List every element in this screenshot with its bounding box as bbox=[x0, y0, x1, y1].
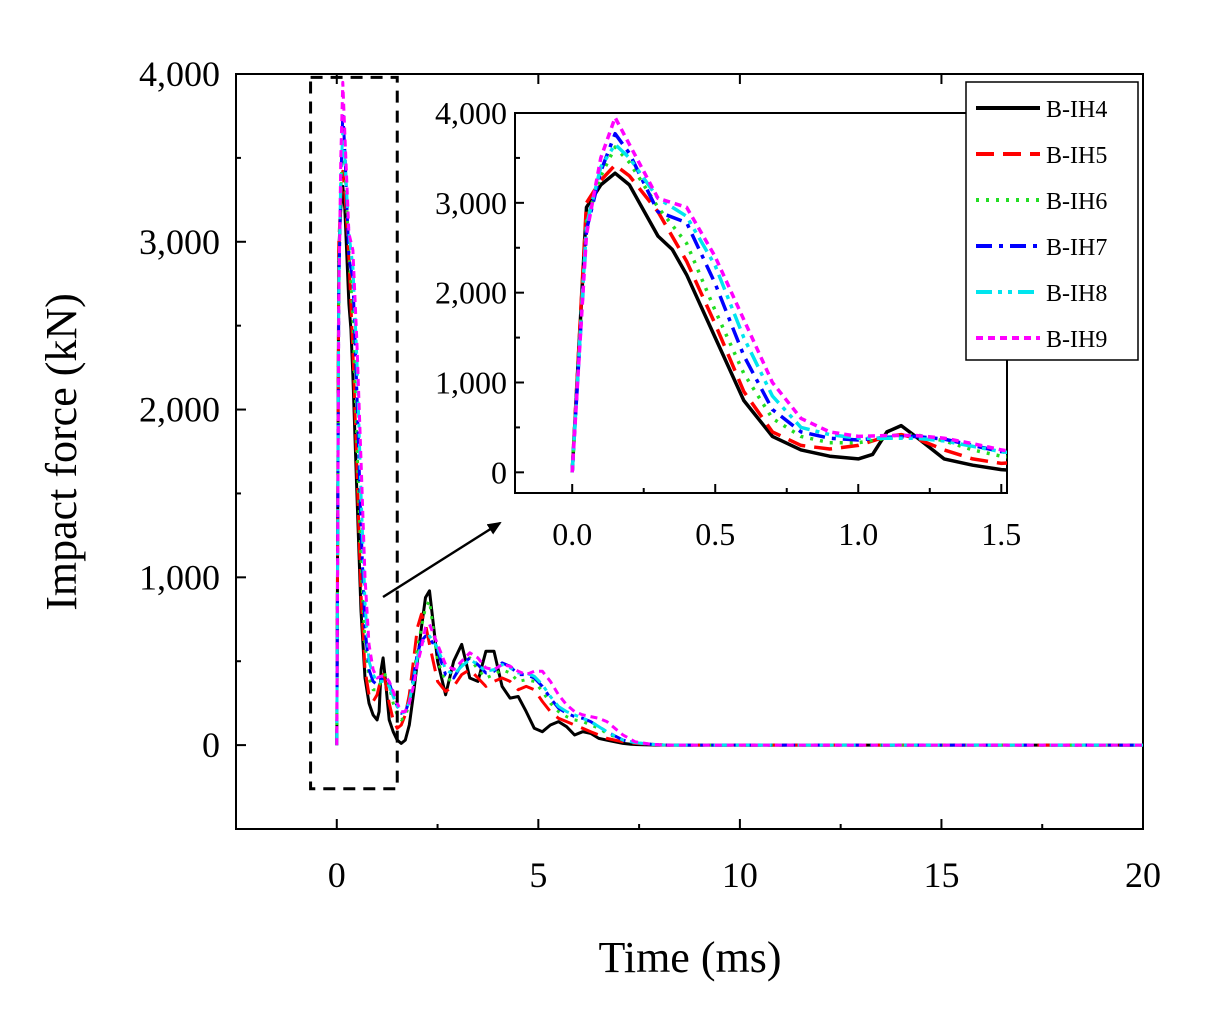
inset-y-tick-label: 2,000 bbox=[435, 275, 507, 311]
main-axis-ticks: 0 5 10 15 20 0 1,000 2,000 3,000 4,000 bbox=[139, 54, 1161, 895]
legend-label-b-ih6: B-IH6 bbox=[1046, 189, 1107, 215]
inset-series-line-b-ih6 bbox=[570, 145, 1007, 473]
x-tick-label: 10 bbox=[722, 855, 758, 895]
main-series-group bbox=[335, 80, 1143, 747]
y-axis-title: Impact force (kN) bbox=[37, 293, 86, 611]
inset-x-tick-label: 1.5 bbox=[981, 516, 1021, 552]
x-tick-label: 20 bbox=[1125, 855, 1161, 895]
inset-y-tick-label: 4,000 bbox=[435, 95, 507, 131]
x-tick-label: 0 bbox=[328, 855, 346, 895]
legend-label-b-ih8: B-IH8 bbox=[1046, 281, 1107, 307]
y-tick-label: 4,000 bbox=[139, 54, 220, 94]
legend-label-b-ih7: B-IH7 bbox=[1046, 235, 1107, 261]
series-line-b-ih9 bbox=[335, 80, 1143, 747]
inset-series-group bbox=[570, 115, 1007, 473]
legend-box bbox=[965, 81, 1139, 361]
inset-series-line-b-ih9 bbox=[570, 115, 1007, 473]
y-tick-label: 0 bbox=[202, 725, 220, 765]
legend-label-b-ih5: B-IH5 bbox=[1046, 143, 1107, 169]
inset-axis-ticks: 0.0 0.5 1.0 1.5 0 1,000 2,000 3,000 4,000 bbox=[435, 95, 1021, 552]
x-tick-label: 5 bbox=[529, 855, 547, 895]
y-tick-label: 1,000 bbox=[139, 557, 220, 597]
inset-x-tick-label: 0.5 bbox=[695, 516, 735, 552]
inset-series-line-b-ih8 bbox=[570, 142, 1007, 473]
inset-x-tick-label: 0.0 bbox=[552, 516, 592, 552]
legend: B-IH4 B-IH5 B-IH6 B-IH7 B-IH8 B-IH9 bbox=[976, 97, 1107, 353]
y-tick-label: 3,000 bbox=[139, 222, 220, 262]
zoom-region-box bbox=[309, 75, 399, 791]
y-tick-label: 2,000 bbox=[139, 390, 220, 430]
inset-series-line-b-ih4 bbox=[570, 171, 1007, 473]
inset-x-tick-label: 1.0 bbox=[838, 516, 878, 552]
inset-y-tick-label: 0 bbox=[491, 454, 507, 490]
inset-y-tick-label: 3,000 bbox=[435, 185, 507, 221]
inset-y-tick-label: 1,000 bbox=[435, 365, 507, 401]
legend-label-b-ih4: B-IH4 bbox=[1046, 97, 1107, 123]
main-plot-frame bbox=[235, 73, 1144, 830]
zoom-arrow bbox=[382, 521, 502, 599]
legend-label-b-ih9: B-IH9 bbox=[1046, 327, 1107, 353]
inset-series-line-b-ih7 bbox=[570, 131, 1007, 473]
x-tick-label: 15 bbox=[923, 855, 959, 895]
x-axis-title: Time (ms) bbox=[599, 933, 782, 982]
series-line-b-ih5 bbox=[335, 169, 1143, 747]
